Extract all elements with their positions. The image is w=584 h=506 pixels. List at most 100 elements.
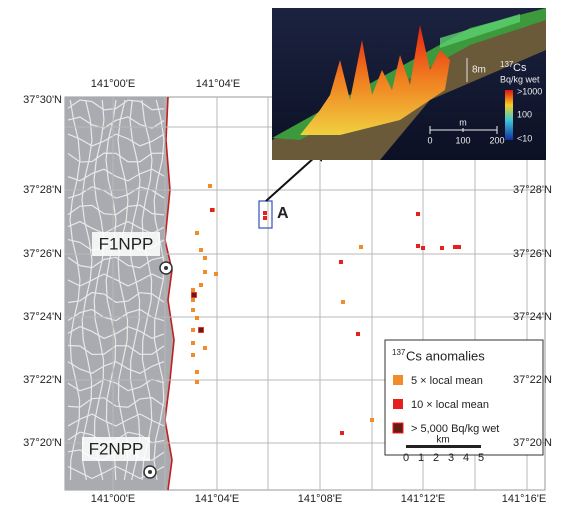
anomaly-points bbox=[191, 184, 461, 435]
legend-box bbox=[384, 339, 544, 456]
lat-label: 37°28'N bbox=[513, 184, 552, 196]
lat-label: 37°26'N bbox=[23, 248, 62, 260]
road bbox=[141, 99, 153, 481]
scale-tick: 1 bbox=[418, 452, 424, 464]
anomaly-high bbox=[191, 292, 197, 298]
road bbox=[69, 99, 81, 481]
anomaly-10x bbox=[416, 244, 420, 248]
lon-label: 141°00'E bbox=[91, 78, 135, 90]
legend-item: > 5,000 Bq/kg wet bbox=[411, 423, 499, 435]
scale-tick: 3 bbox=[448, 452, 454, 464]
anomaly-5x bbox=[199, 283, 203, 287]
anomaly-10x bbox=[340, 431, 344, 435]
anomaly-5x bbox=[191, 353, 195, 357]
scale-unit: m bbox=[459, 117, 467, 127]
road bbox=[129, 99, 141, 481]
anomaly-5x bbox=[359, 245, 363, 249]
lat-label: 37°26'N bbox=[513, 248, 552, 260]
lon-label: 141°04'E bbox=[196, 78, 240, 90]
legend-swatch bbox=[393, 375, 403, 385]
scale-tick: 2 bbox=[433, 452, 439, 464]
road bbox=[67, 99, 165, 111]
road bbox=[117, 99, 129, 481]
road bbox=[105, 99, 117, 481]
scale-tick: 200 bbox=[489, 135, 504, 145]
road bbox=[67, 413, 165, 427]
lat-label: 37°22'N bbox=[513, 374, 552, 386]
anomaly-5x bbox=[195, 370, 199, 374]
lat-label: 37°20'N bbox=[23, 437, 62, 449]
anomaly-5x bbox=[370, 418, 374, 422]
anomaly-5x bbox=[341, 300, 345, 304]
legend-title: Cs anomalies bbox=[406, 348, 485, 363]
anomaly-5x bbox=[203, 270, 207, 274]
lon-label: 141°08'E bbox=[298, 493, 342, 505]
scale-tick: 0 bbox=[403, 452, 409, 464]
anomaly-10x bbox=[421, 246, 425, 250]
color-label: >1000 bbox=[517, 86, 542, 96]
road bbox=[67, 220, 165, 235]
scale-tick: 4 bbox=[463, 452, 469, 464]
road bbox=[153, 99, 165, 481]
anomaly-10x bbox=[263, 211, 267, 215]
anomaly-10x bbox=[453, 245, 457, 249]
anomaly-5x bbox=[195, 316, 199, 320]
anomaly-10x bbox=[416, 212, 420, 216]
road bbox=[67, 291, 165, 304]
marker-label: A bbox=[277, 205, 289, 222]
color-label: 100 bbox=[517, 109, 532, 119]
roads bbox=[67, 99, 165, 481]
anomaly-5x bbox=[195, 380, 199, 384]
anomaly-10x bbox=[339, 260, 343, 264]
anomaly-5x bbox=[191, 308, 195, 312]
anomaly-10x bbox=[440, 246, 444, 250]
anomaly-5x bbox=[191, 341, 195, 345]
lat-label: 37°24'N bbox=[513, 311, 552, 323]
road bbox=[67, 361, 165, 375]
road bbox=[67, 133, 165, 147]
road bbox=[67, 204, 165, 216]
road bbox=[93, 99, 105, 481]
cs-peaks bbox=[300, 25, 450, 135]
color-bar bbox=[505, 90, 513, 140]
anomaly-5x bbox=[191, 328, 195, 332]
anomaly-5x bbox=[191, 288, 195, 292]
scale-unit: km bbox=[436, 435, 449, 446]
coastline bbox=[164, 96, 175, 491]
anomaly-high bbox=[198, 327, 204, 333]
lat-label: 37°24'N bbox=[23, 311, 62, 323]
anomaly-5x bbox=[191, 298, 195, 302]
legend-item: 5 × local mean bbox=[411, 375, 483, 387]
terrain-strip bbox=[440, 14, 520, 48]
isotope-mass: 137 bbox=[500, 60, 514, 69]
lat-label: 37°30'N bbox=[23, 94, 62, 106]
lat-label: 37°22'N bbox=[23, 374, 62, 386]
road bbox=[67, 152, 165, 163]
site-symbol bbox=[164, 266, 168, 270]
legend-title-mass: 137 bbox=[392, 348, 406, 357]
road bbox=[67, 325, 165, 340]
lat-label: 37°28'N bbox=[23, 184, 62, 196]
isotope: Cs bbox=[513, 62, 527, 74]
height-label: 8m bbox=[472, 65, 486, 76]
road bbox=[81, 99, 93, 481]
anomaly-5x bbox=[199, 248, 203, 252]
label-bg bbox=[92, 232, 160, 256]
anomaly-5x bbox=[203, 346, 207, 350]
legend-swatch bbox=[393, 399, 403, 409]
site-label: F1NPP bbox=[99, 234, 154, 253]
label-bg bbox=[82, 437, 150, 461]
scale-tick: 5 bbox=[478, 452, 484, 464]
road bbox=[67, 397, 165, 408]
anomaly-5x bbox=[214, 272, 218, 276]
anomaly-10x bbox=[356, 332, 360, 336]
anomaly-10x bbox=[210, 208, 214, 212]
axis-labels: 141°00'E 141°04'E 141°00'E 141°04'E 141°08'E… bbox=[23, 78, 552, 505]
anomaly-5x bbox=[208, 184, 212, 188]
anomaly-10x bbox=[263, 216, 267, 220]
road bbox=[67, 378, 165, 392]
legend-swatch bbox=[392, 422, 404, 434]
color-label: <10 bbox=[517, 133, 532, 143]
